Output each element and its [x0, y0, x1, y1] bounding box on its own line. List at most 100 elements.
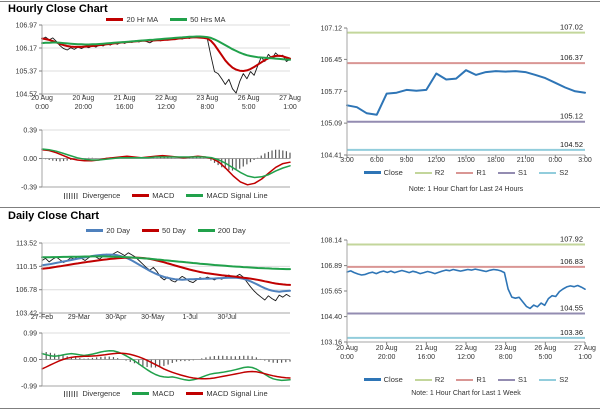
- x-tick-label: 22 Aug: [455, 345, 477, 352]
- x-tick-label: 22 Aug: [155, 95, 177, 102]
- y-tick-label: 107.12: [321, 26, 343, 33]
- daily-macd-legend: Divergence MACD MACD Signal Line: [42, 389, 290, 398]
- legend-label: S1: [518, 168, 528, 177]
- x-tick-label: 5:00: [242, 104, 256, 111]
- legend-item-s2: S2: [539, 168, 568, 177]
- x-tick-label: 6:00: [370, 157, 384, 164]
- x-tick-label: 20:00: [75, 104, 93, 111]
- r1-swatch: [456, 171, 474, 174]
- pivot-value-label: 106.37: [560, 53, 583, 62]
- close-swatch: [363, 171, 381, 174]
- y-tick-label: 106.97: [16, 23, 38, 30]
- macd-swatch: [132, 392, 150, 395]
- legend-label: R2: [434, 375, 445, 384]
- legend-item-macd: MACD: [132, 191, 174, 200]
- x-tick-label: 15:00: [457, 157, 475, 164]
- r1-swatch: [456, 378, 474, 381]
- legend-label: MACD Signal Line: [206, 191, 268, 200]
- series-50-hrs-ma: [41, 35, 291, 61]
- x-tick-label: 5:00: [539, 354, 553, 361]
- series-macd-signal-line: [41, 148, 291, 179]
- r2-swatch: [414, 378, 432, 381]
- pivot-value-label: 104.52: [560, 140, 583, 149]
- y-tick-label: 108.14: [321, 238, 343, 245]
- x-tick-label: 29-Mar: [68, 314, 91, 321]
- divergence-swatch: [64, 192, 80, 199]
- ma200day-swatch: [197, 229, 215, 232]
- legend-label: MACD: [152, 389, 175, 398]
- legend-item-s1: S1: [498, 168, 527, 177]
- legend-label: MACD: [152, 191, 175, 200]
- y-tick-label: 0.39: [23, 128, 37, 135]
- hourly-ma-legend: 20 Hr MA 50 Hrs MA: [42, 15, 290, 24]
- x-tick-label: 20 Aug: [31, 95, 53, 102]
- legend-item-divergence: Divergence: [64, 389, 120, 398]
- ma20hr-swatch: [106, 18, 124, 21]
- x-tick-label: 16:00: [116, 104, 134, 111]
- x-tick-label: 20:00: [378, 354, 396, 361]
- y-tick-label: 104.40: [321, 314, 343, 321]
- legend-item-50day: 50 Day: [142, 226, 186, 235]
- x-tick-label: 1:00: [578, 354, 592, 361]
- s2-swatch: [539, 378, 557, 381]
- x-tick-label: 1-Jul: [182, 314, 198, 321]
- legend-label: Divergence: [82, 389, 121, 398]
- legend-item-close: Close: [363, 168, 403, 177]
- legend-label: 20 Hr MA: [126, 15, 159, 24]
- s1-swatch: [498, 171, 515, 174]
- ma20day-swatch: [86, 229, 104, 232]
- legend-item-divergence: Divergence: [64, 191, 120, 200]
- y-tick-label: 106.45: [321, 57, 343, 64]
- daily-ma-legend: 20 Day 50 Day 200 Day: [42, 226, 290, 235]
- series-close: [346, 268, 586, 310]
- y-tick-label: 104.57: [16, 92, 38, 99]
- series-20-day: [41, 253, 291, 293]
- legend-label: Close: [383, 375, 403, 384]
- y-tick-label: 105.77: [321, 89, 343, 96]
- legend-label: S1: [518, 375, 528, 384]
- x-tick-label: 1:00: [283, 104, 297, 111]
- x-tick-label: 3:00: [340, 157, 354, 164]
- bottom-separator: [0, 408, 600, 409]
- x-tick-label: 20 Aug: [72, 95, 94, 102]
- x-tick-label: 0:00: [35, 104, 49, 111]
- legend-label: 50 Hrs MA: [190, 15, 226, 24]
- x-tick-label: 30-Apr: [105, 314, 127, 321]
- legend-label: S2: [559, 375, 569, 384]
- x-tick-label: 27-Feb: [31, 314, 53, 321]
- pivot-value-label: 105.12: [560, 112, 583, 121]
- ma50hr-swatch: [170, 18, 188, 21]
- legend-label: 20 Day: [106, 226, 131, 235]
- legend-item-r1: R1: [456, 168, 486, 177]
- divergence-swatch: [64, 390, 80, 397]
- series-close: [346, 69, 586, 116]
- pivot-week-legend: Close R2 R1 S1 S2: [347, 375, 585, 384]
- x-tick-label: 12:00: [427, 157, 445, 164]
- r2-swatch: [414, 171, 432, 174]
- x-tick-label: 0:00: [548, 157, 562, 164]
- x-tick-label: 30-Jul: [217, 314, 237, 321]
- pivot-value-label: 107.92: [560, 235, 583, 244]
- legend-item-s1: S1: [498, 375, 527, 384]
- legend-label: Divergence: [82, 191, 121, 200]
- pivot-value-label: 103.36: [560, 328, 583, 337]
- legend-label: S2: [559, 168, 569, 177]
- legend-label: 50 Day: [162, 226, 186, 235]
- x-tick-label: 23 Aug: [196, 95, 218, 102]
- x-tick-label: 21 Aug: [415, 345, 437, 352]
- legend-label: R1: [476, 168, 486, 177]
- legend-item-20hr-ma: 20 Hr MA: [106, 15, 158, 24]
- legend-label: R1: [476, 375, 486, 384]
- hourly-section-title: Hourly Close Chart: [8, 3, 108, 15]
- legend-item-macd-signal: MACD Signal Line: [186, 191, 268, 200]
- y-tick-label: 106.17: [16, 46, 38, 53]
- y-tick-label: 105.09: [321, 121, 343, 128]
- y-tick-label: -0.39: [21, 185, 37, 192]
- legend-item-close: Close: [363, 375, 403, 384]
- x-tick-label: 16:00: [418, 354, 436, 361]
- ma50day-swatch: [142, 229, 160, 232]
- x-tick-label: 8:00: [499, 354, 513, 361]
- pivot-value-label: 104.55: [560, 304, 583, 313]
- x-tick-label: 26 Aug: [238, 95, 260, 102]
- y-tick-label: 0.00: [23, 156, 37, 163]
